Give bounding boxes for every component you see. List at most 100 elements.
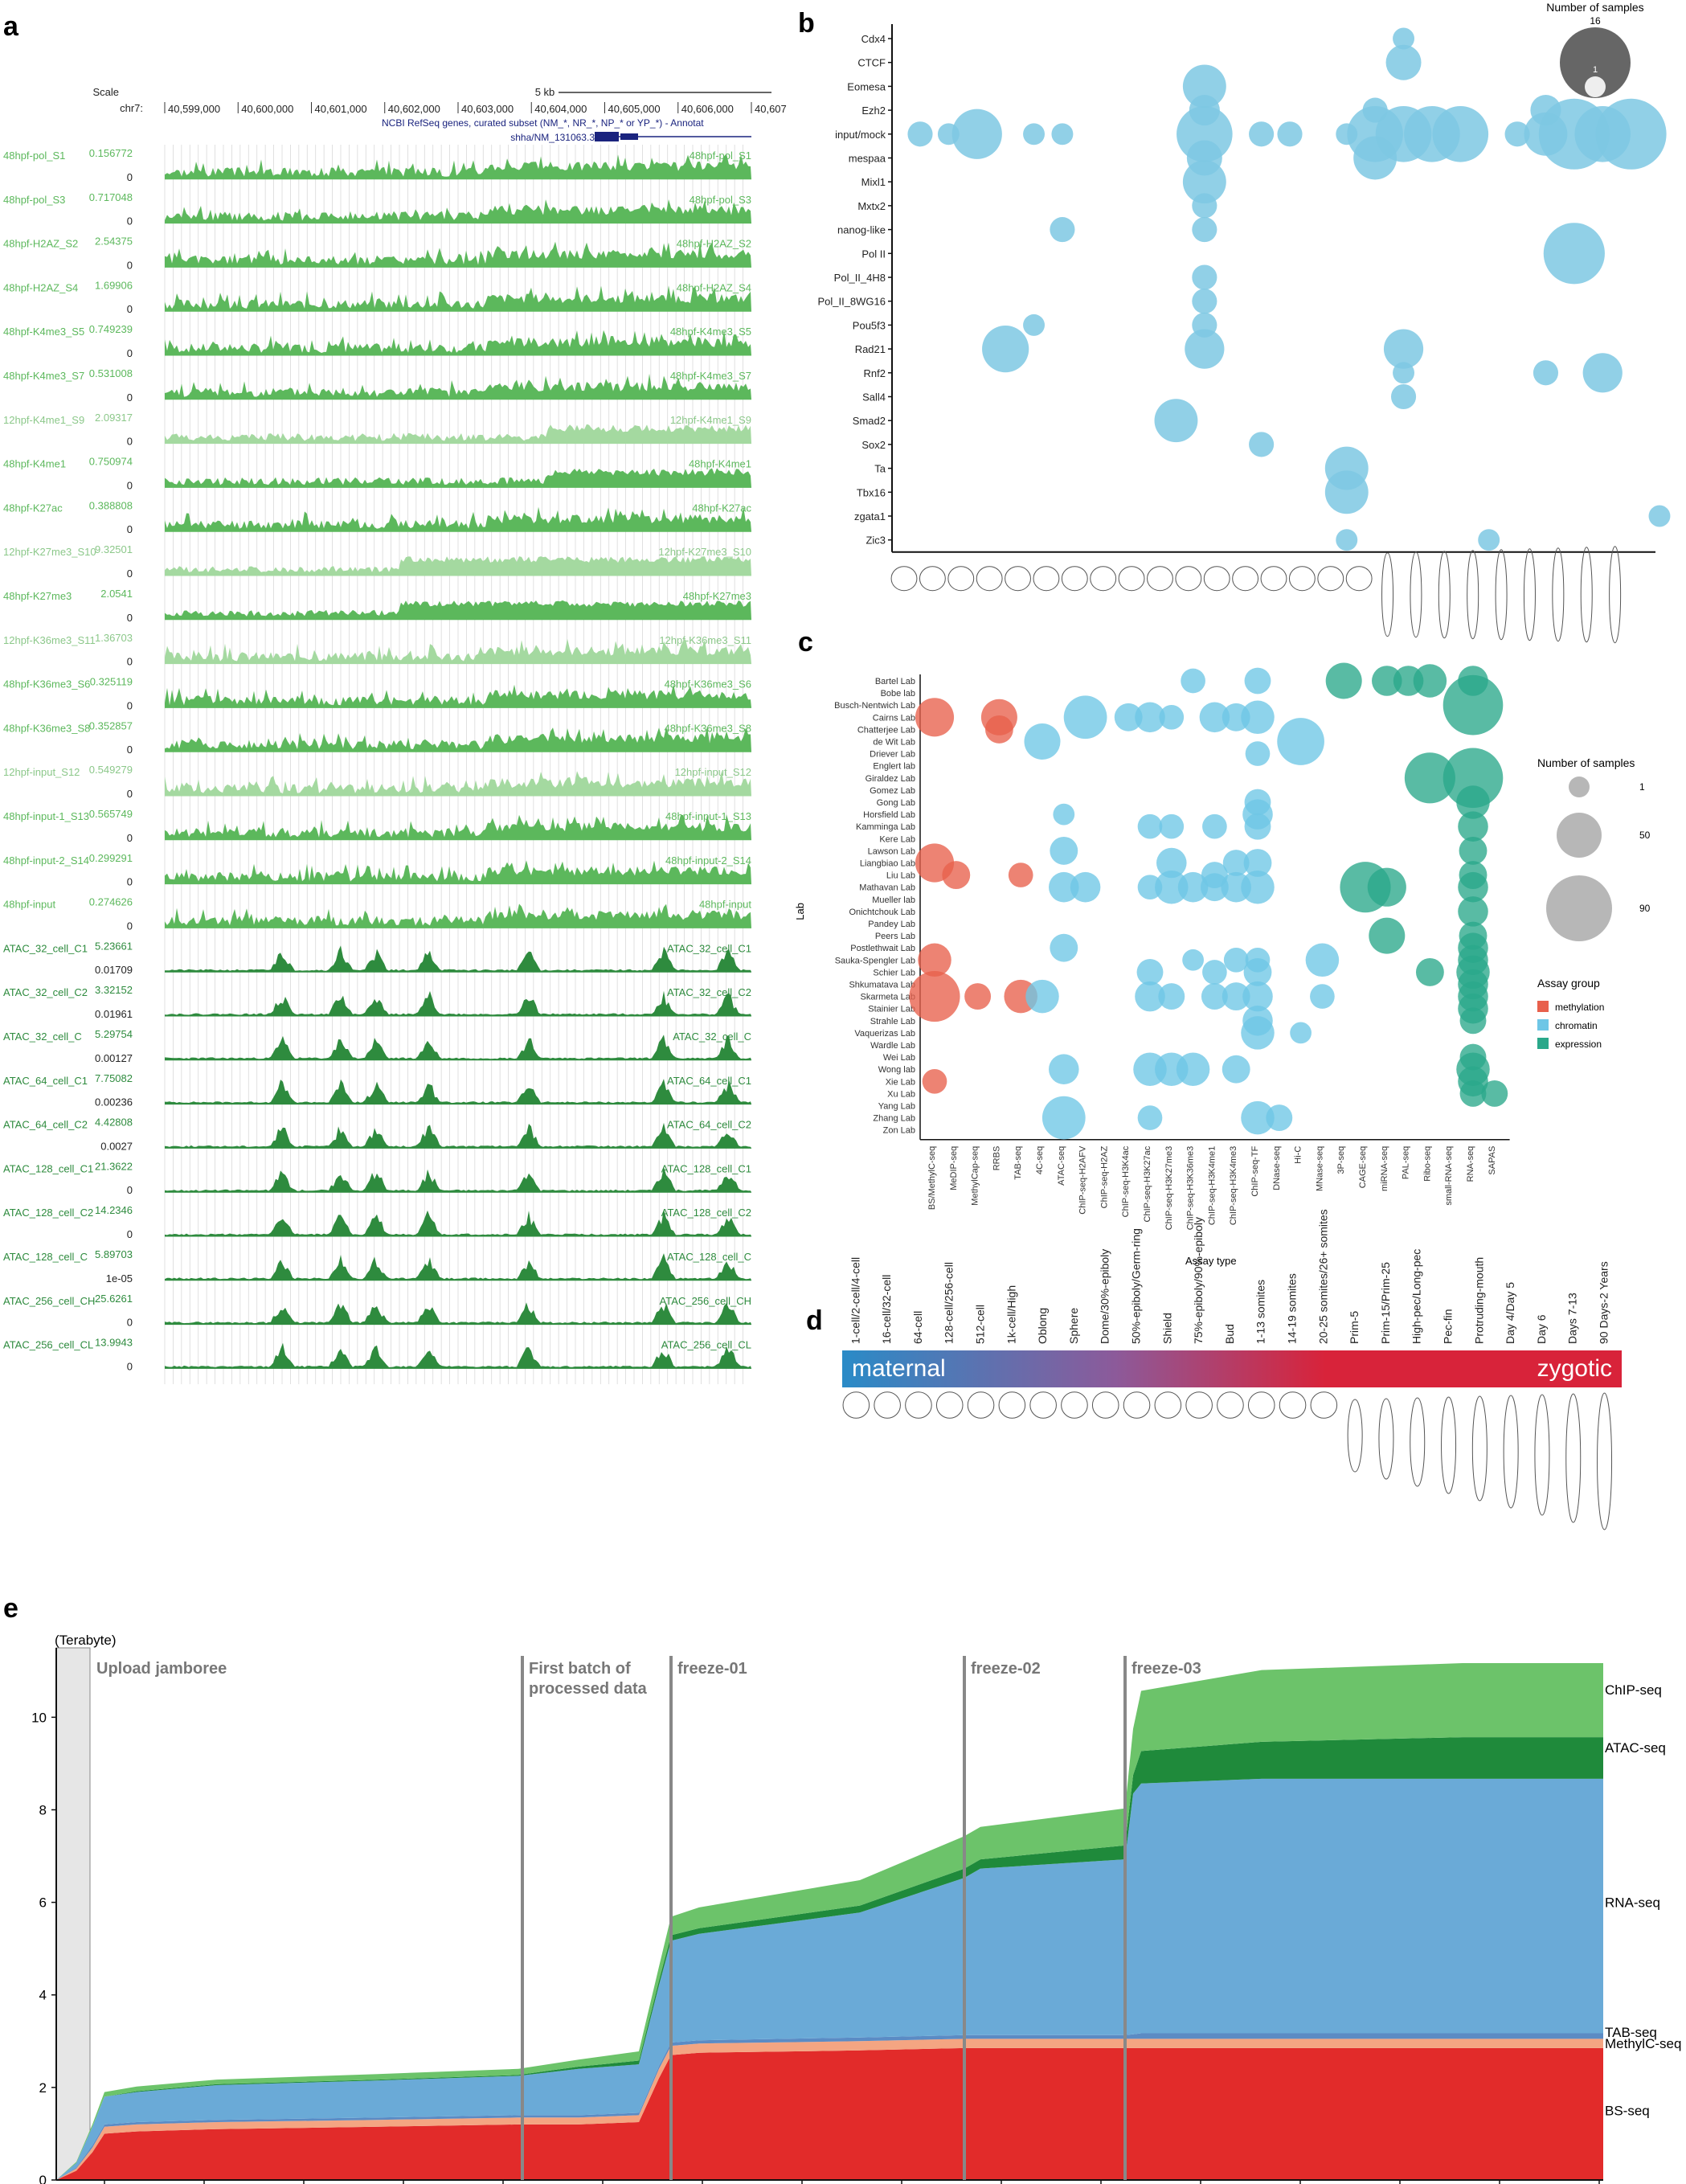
d-embryo-sketch [967,1391,995,1419]
d-stage-label-protruding-mouth: Protruding-mouth [1472,1257,1485,1344]
c-bubble-wong-lab-chip-seq-h3k36me3 [1176,1052,1210,1086]
c-assay-label-sapas: SAPAS [1488,1146,1497,1175]
d-stage-label-20-25-somites-26-somites: 20-25 somites/26+ somites [1316,1209,1329,1344]
c-bubble-kamminga-lab-chip-seq-h3k27me3 [1159,813,1185,839]
c-lab-label-kere-lab: Kere Lab [879,834,915,844]
track-label-atac-128-cell-c1: ATAC_128_cell_C1 [661,1162,751,1174]
b-embryo-sketch [890,566,918,592]
c-lab-label-kamminga-lab: Kamminga Lab [856,822,915,832]
b-embryo-sketch [1203,566,1230,592]
track-signal-48hpf-pol-s1 [165,154,751,179]
c-lab-label-onichtchouk-lab: Onichtchouk Lab [849,908,915,917]
c-bubble-onichtchouk-lab-rna-seq [1458,896,1488,927]
d-stage-label-64-cell: 64-cell [911,1311,924,1344]
track-name-atac-128-cell-c1: ATAC_128_cell_C1 [3,1162,93,1174]
c-assay-label-dnase-seq: DNase-seq [1272,1146,1282,1190]
track-max-value: 9.32501 [95,543,133,555]
track-min-value: 0 [127,215,133,227]
e-event-label-upload-jamboree: Upload jamboree [96,1660,227,1678]
e-area-bs-seq [56,2047,1603,2180]
track-label-atac-64-cell-c1: ATAC_64_cell_C1 [667,1075,751,1087]
b-row-label-sox2: Sox2 [861,439,886,451]
track-name-48hpf-input-1-s13: 48hpf-input-1_S13 [3,810,89,822]
track-name-atac-64-cell-c1: ATAC_64_cell_C1 [3,1075,88,1087]
c-bubble-chatterjee-lab-rrbs [984,715,1013,744]
c-legend-label-methylation: methylation [1555,1002,1604,1013]
browser-gene-track-label: NCBI RefSeq genes, curated subset (NM_*,… [382,117,704,129]
browser-scale-label: Scale [92,86,119,98]
track-label-48hpf-k36me3-s6: 48hpf-K36me3_S6 [665,678,751,690]
d-larva-sketch [1503,1395,1519,1509]
c-assay-label-chip-seq-h2az: ChIP-seq-H2AZ [1099,1145,1109,1208]
track-name-48hpf-pol-s1: 48hpf-pol_S1 [3,150,65,162]
c-legend-size-bubble [1557,813,1602,858]
c-bubble-liangbiao-lab-chip-seq-h3k27me3 [1156,847,1187,879]
c-bubble-kamminga-lab-chip-seq-h3k4me1 [1202,813,1227,839]
d-stage-label-shield: Shield [1160,1313,1173,1344]
c-legend-group-title: Assay group [1537,977,1600,990]
c-legend-swatch-methylation [1537,1001,1549,1012]
c-lab-label-wardle-lab: Wardle Lab [870,1041,915,1051]
track-min-value: 0 [127,832,133,844]
c-bubble-mathavan-lab-mirna-seq [1367,867,1406,907]
d-embryo-sketch [1154,1391,1182,1419]
e-series-label-methylc-seq: MethylC-seq [1605,2036,1681,2051]
d-stage-label-1k-cell-high: 1k-cell/High [1005,1285,1017,1344]
track-max-value: 0.352857 [89,719,133,731]
c-lab-label-strahle-lab: Strahle Lab [870,1017,915,1026]
panel-a-tracks: 48hpf-pol_S1 0.156772 0 48hpf-pol_S1 48hpf-p… [3,147,751,1372]
d-stage-label-1-cell-2-cell-4-cell: 1-cell/2-cell/4-cell [849,1257,861,1344]
d-maternal-label: maternal [852,1355,946,1382]
track-name-atac-32-cell-c: ATAC_32_cell_C [3,1031,82,1043]
c-bubble-mathavan-lab-rna-seq [1458,871,1488,903]
c-assay-label-hi-c: Hi-C [1294,1146,1303,1164]
b-larva-sketch [1381,552,1394,637]
track-signal-atac-32-cell-c1 [165,945,751,973]
d-stage-label-50-epiboly-germ-ring: 50%-epiboly/Germ-ring [1130,1228,1143,1344]
b-bubble-input-mock [1595,98,1667,170]
track-max-value: 2.0541 [100,588,133,600]
track-max-value: 13.9943 [95,1337,133,1349]
e-event-label-line: processed data [529,1680,648,1698]
coordinate-tick-label: 40,607 [755,103,787,115]
track-label-48hpf-k4me3-s7: 48hpf-K4me3_S7 [670,370,751,382]
track-min-value: 0 [127,656,133,668]
track-name-48hpf-k4me3-s5: 48hpf-K4me3_S5 [3,326,84,338]
track-max-value: 0.749239 [89,323,133,335]
e-y-tick-label: 6 [39,1895,47,1911]
track-max-value: 0.388808 [89,499,133,511]
c-bubble-mathavan-lab-chip-seq-h3k27me3 [1155,870,1189,904]
track-signal-atac-32-cell-c2 [165,990,751,1016]
e-series-label-tab-seq: TAB-seq [1605,2025,1657,2040]
d-embryo-sketch [1247,1391,1275,1419]
b-bubble-input-mock [1051,123,1074,145]
c-lab-label-de-wit-lab: de Wit Lab [873,738,915,748]
b-row-label-mespaa: mespaa [849,153,886,165]
track-label-atac-128-cell-c: ATAC_128_cell_C [667,1251,751,1263]
track-name-atac-128-cell-c2: ATAC_128_cell_C2 [3,1207,93,1219]
b-row-label-input-mock: input/mock [835,129,886,141]
track-min-value: 0 [127,1360,133,1372]
c-lab-label-zhang-lab: Zhang Lab [873,1114,915,1124]
track-signal-atac-128-cell-c [165,1253,751,1280]
track-max-value: 0.156772 [89,147,133,159]
track-label-48hpf-input-2-s14: 48hpf-input-2_S14 [665,854,751,867]
b-bubble-rnf2 [1533,360,1559,386]
b-row-label-mixl1: Mixl1 [861,176,886,188]
track-name-48hpf-k27me3: 48hpf-K27me3 [3,590,72,602]
c-bubble-giraldez-lab-rna-seq [1443,748,1504,809]
c-lab-label-schier-lab: Schier Lab [873,968,915,977]
c-bubble-cairns-lab-chip-seq-h2afv [1063,695,1107,740]
track-label-atac-32-cell-c1: ATAC_32_cell_C1 [667,942,751,954]
track-label-48hpf-pol-s1: 48hpf-pol_S1 [690,150,751,162]
d-stage-label-prim-15-prim-25: Prim-15/Prim-25 [1379,1262,1392,1344]
b-row-label-sall4: Sall4 [862,391,886,404]
b-bubble-smad2 [1154,399,1198,443]
c-bubble-wong-lab-chip-seq-h3k4me3 [1222,1055,1250,1084]
c-bubble-lawson-lab-rna-seq [1459,836,1488,865]
b-row-label-rnf2: Rnf2 [864,367,886,379]
c-bubble-schier-lab-chip-seq-h3k4me1 [1202,960,1227,985]
track-name-atac-256-cell-ch: ATAC_256_cell_CH [3,1295,95,1307]
track-label-atac-256-cell-ch: ATAC_256_cell_CH [660,1295,751,1307]
c-legend-swatch-expression [1537,1038,1549,1049]
